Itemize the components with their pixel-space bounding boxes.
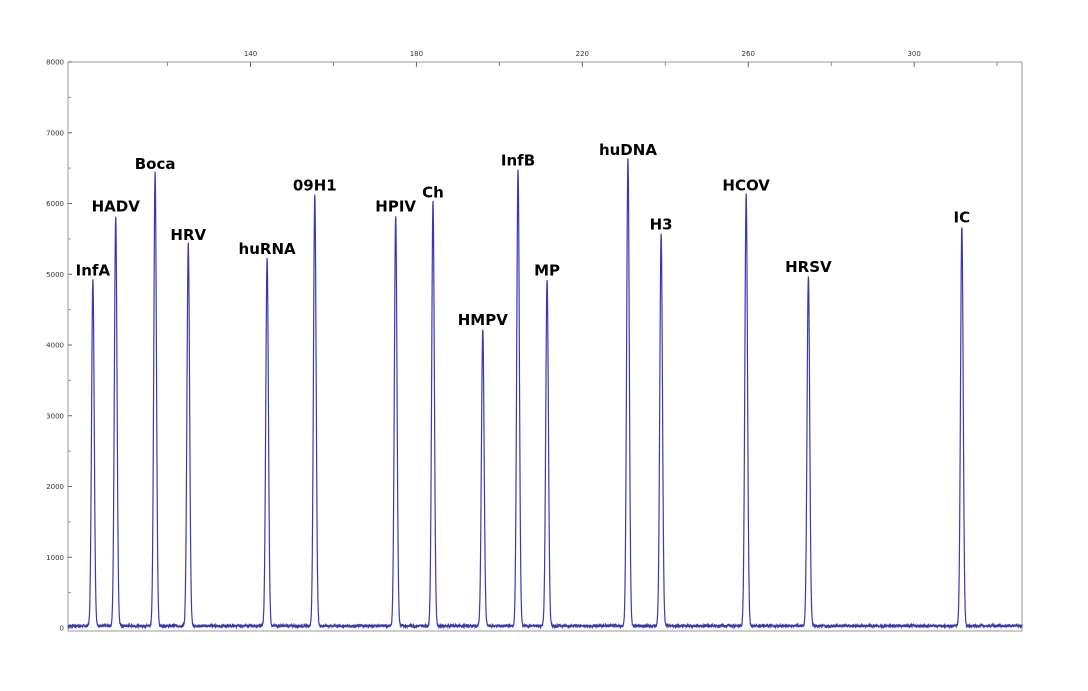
peak-label-hrsv: HRSV <box>785 258 832 276</box>
peak-label-hudna: huDNA <box>599 141 657 159</box>
peak-label-hmpv: HMPV <box>458 311 508 329</box>
x-tick-label: 300 <box>907 50 920 58</box>
peak-label-boca: Boca <box>135 155 176 173</box>
peak-label-hpiv: HPIV <box>375 198 416 216</box>
y-tick-label: 1000 <box>46 554 64 562</box>
peak-label-09h1: 09H1 <box>293 176 337 194</box>
x-tick-label: 140 <box>244 50 257 58</box>
x-tick-label: 220 <box>576 50 589 58</box>
plot-frame <box>67 61 1023 632</box>
peak-label-hurna: huRNA <box>239 240 296 258</box>
x-tick-label: 260 <box>742 50 755 58</box>
y-tick-label: 3000 <box>46 412 64 420</box>
y-tick-label: 8000 <box>46 59 64 67</box>
peak-label-infb: InfB <box>501 152 535 170</box>
peak-label-ch: Ch <box>422 184 444 202</box>
y-tick-label: 0 <box>60 625 64 633</box>
y-tick-label: 5000 <box>46 271 64 279</box>
peak-labels: InfA HADV Boca HRV huRNA 09H1 HPIV Ch HMPV InfB MP… <box>76 141 970 329</box>
peak-label-hcov: HCOV <box>722 176 770 194</box>
y-tick-label: 2000 <box>46 483 64 491</box>
peak-label-h3: H3 <box>650 215 673 233</box>
x-tick-label: 180 <box>410 50 423 58</box>
peak-label-ic: IC <box>954 208 971 226</box>
y-tick-label: 6000 <box>46 200 64 208</box>
signal-trace <box>67 158 1023 630</box>
peak-label-mp: MP <box>534 261 560 279</box>
x-axis-ticks: 140 180 220 260 300 <box>167 50 998 67</box>
y-tick-label: 4000 <box>46 342 64 350</box>
peak-label-hrv: HRV <box>170 226 206 244</box>
y-axis-ticks: 0 1000 2000 3000 4000 5000 6000 7000 8000 <box>46 59 72 633</box>
peak-label-infa: InfA <box>76 261 111 279</box>
y-tick-label: 7000 <box>46 129 64 137</box>
peak-label-hadv: HADV <box>92 198 141 216</box>
